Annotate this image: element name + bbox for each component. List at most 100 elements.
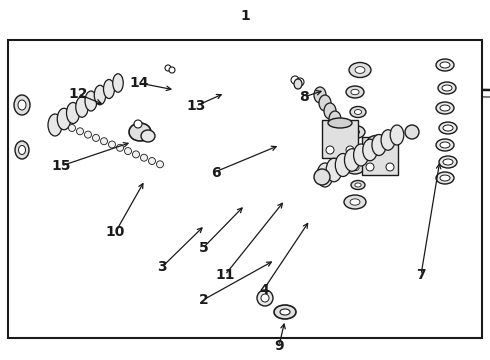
Ellipse shape	[439, 156, 457, 168]
FancyBboxPatch shape	[418, 138, 452, 167]
Ellipse shape	[439, 122, 457, 134]
Ellipse shape	[440, 105, 450, 111]
Text: 14: 14	[130, 76, 149, 90]
Ellipse shape	[328, 118, 352, 128]
Text: 4: 4	[260, 283, 270, 297]
Ellipse shape	[280, 309, 290, 315]
Ellipse shape	[404, 100, 426, 120]
Text: 7: 7	[416, 269, 426, 282]
Circle shape	[124, 148, 131, 154]
Ellipse shape	[355, 148, 361, 152]
Text: 10: 10	[105, 225, 125, 239]
Ellipse shape	[350, 107, 366, 117]
Text: 8: 8	[299, 90, 309, 104]
Ellipse shape	[103, 80, 115, 99]
Polygon shape	[362, 137, 398, 175]
Ellipse shape	[413, 98, 458, 153]
Circle shape	[291, 76, 299, 84]
Text: 12: 12	[69, 87, 88, 100]
Circle shape	[76, 128, 83, 135]
Ellipse shape	[141, 130, 155, 142]
Ellipse shape	[445, 108, 475, 136]
Circle shape	[141, 154, 147, 161]
Circle shape	[386, 163, 394, 171]
Ellipse shape	[349, 63, 371, 77]
Ellipse shape	[94, 85, 106, 105]
Ellipse shape	[417, 103, 452, 147]
Circle shape	[93, 134, 99, 141]
Circle shape	[296, 78, 304, 86]
Ellipse shape	[14, 95, 30, 115]
Ellipse shape	[442, 85, 452, 91]
Polygon shape	[285, 40, 475, 260]
Text: 9: 9	[274, 339, 284, 352]
Ellipse shape	[344, 195, 366, 209]
Ellipse shape	[436, 139, 454, 151]
Ellipse shape	[19, 145, 25, 154]
Ellipse shape	[354, 144, 368, 166]
Circle shape	[314, 169, 330, 185]
Ellipse shape	[335, 153, 351, 176]
Circle shape	[156, 161, 164, 168]
Text: 11: 11	[216, 269, 235, 282]
Ellipse shape	[324, 103, 336, 119]
Circle shape	[84, 131, 92, 138]
Ellipse shape	[129, 123, 151, 141]
Ellipse shape	[48, 114, 62, 136]
Ellipse shape	[67, 103, 79, 123]
Bar	[8, 40, 482, 338]
Ellipse shape	[57, 108, 71, 130]
Ellipse shape	[440, 62, 450, 68]
Ellipse shape	[317, 163, 333, 187]
Ellipse shape	[334, 119, 346, 135]
Ellipse shape	[15, 141, 29, 159]
Ellipse shape	[18, 100, 26, 110]
Ellipse shape	[443, 125, 453, 131]
Text: 5: 5	[198, 242, 208, 255]
Ellipse shape	[85, 91, 97, 111]
Circle shape	[326, 146, 334, 154]
Circle shape	[257, 290, 273, 306]
Circle shape	[405, 125, 419, 139]
Ellipse shape	[363, 139, 377, 161]
Ellipse shape	[436, 102, 454, 114]
Ellipse shape	[113, 74, 123, 92]
Ellipse shape	[350, 199, 360, 205]
Ellipse shape	[274, 305, 296, 319]
Circle shape	[148, 158, 155, 165]
Ellipse shape	[344, 149, 360, 171]
Circle shape	[132, 151, 140, 158]
Circle shape	[346, 146, 354, 154]
Ellipse shape	[355, 183, 361, 187]
Ellipse shape	[346, 86, 364, 98]
Ellipse shape	[351, 145, 365, 154]
Ellipse shape	[436, 59, 454, 71]
Ellipse shape	[368, 135, 392, 145]
Ellipse shape	[294, 79, 302, 89]
Ellipse shape	[329, 111, 341, 127]
Ellipse shape	[390, 125, 404, 145]
Ellipse shape	[430, 93, 450, 108]
Circle shape	[108, 141, 116, 148]
Ellipse shape	[354, 109, 362, 114]
Text: 6: 6	[211, 166, 220, 180]
Circle shape	[117, 144, 123, 151]
Ellipse shape	[381, 130, 395, 150]
Ellipse shape	[436, 172, 454, 184]
Circle shape	[134, 120, 142, 128]
Ellipse shape	[346, 162, 364, 174]
Circle shape	[366, 163, 374, 171]
Ellipse shape	[76, 97, 88, 117]
Ellipse shape	[326, 158, 342, 182]
Ellipse shape	[443, 159, 453, 165]
Ellipse shape	[345, 126, 365, 139]
Ellipse shape	[438, 82, 456, 94]
Ellipse shape	[319, 95, 331, 111]
Ellipse shape	[372, 135, 386, 156]
Ellipse shape	[440, 142, 450, 148]
Circle shape	[69, 125, 75, 131]
Ellipse shape	[355, 67, 365, 73]
Circle shape	[165, 65, 171, 71]
Ellipse shape	[314, 87, 326, 103]
Ellipse shape	[440, 175, 450, 181]
